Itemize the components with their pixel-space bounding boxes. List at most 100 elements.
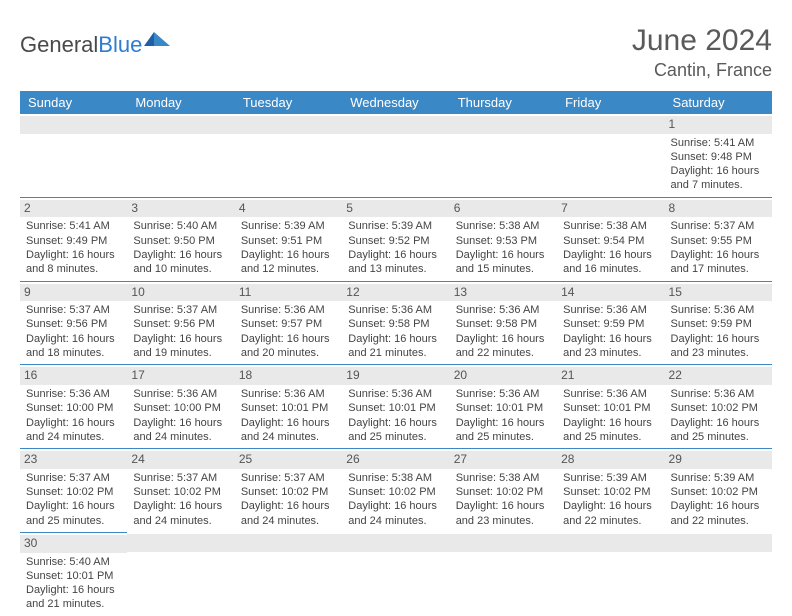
day-day2: and 25 minutes. xyxy=(563,430,658,444)
day-number xyxy=(665,534,772,552)
day-sunset: Sunset: 9:57 PM xyxy=(241,317,336,331)
day-number: 30 xyxy=(20,535,127,553)
calendar-day-cell: 13Sunrise: 5:36 AMSunset: 9:58 PMDayligh… xyxy=(450,281,557,365)
brand-word1: General xyxy=(20,32,98,57)
calendar-day-cell xyxy=(235,532,342,615)
weekday-header: Saturday xyxy=(665,91,772,114)
day-day1: Daylight: 16 hours xyxy=(348,499,443,513)
day-day1: Daylight: 16 hours xyxy=(26,583,121,597)
day-day1: Daylight: 16 hours xyxy=(671,332,766,346)
day-sunset: Sunset: 10:00 PM xyxy=(133,401,228,415)
calendar-week-row: 16Sunrise: 5:36 AMSunset: 10:00 PMDaylig… xyxy=(20,365,772,449)
day-sunset: Sunset: 9:59 PM xyxy=(563,317,658,331)
day-number: 12 xyxy=(342,284,449,302)
day-sunset: Sunset: 10:02 PM xyxy=(671,401,766,415)
day-day2: and 8 minutes. xyxy=(26,262,121,276)
day-day2: and 22 minutes. xyxy=(563,514,658,528)
day-number: 7 xyxy=(557,200,664,218)
calendar-table: SundayMondayTuesdayWednesdayThursdayFrid… xyxy=(20,91,772,616)
day-sunset: Sunset: 10:02 PM xyxy=(456,485,551,499)
day-sunrise: Sunrise: 5:36 AM xyxy=(26,387,121,401)
day-day2: and 25 minutes. xyxy=(348,430,443,444)
day-day1: Daylight: 16 hours xyxy=(456,248,551,262)
day-number: 13 xyxy=(450,284,557,302)
day-day2: and 13 minutes. xyxy=(348,262,443,276)
day-sunrise: Sunrise: 5:41 AM xyxy=(26,219,121,233)
calendar-day-cell xyxy=(127,114,234,197)
calendar-day-cell: 20Sunrise: 5:36 AMSunset: 10:01 PMDaylig… xyxy=(450,365,557,449)
day-day2: and 15 minutes. xyxy=(456,262,551,276)
weekday-header: Friday xyxy=(557,91,664,114)
day-day1: Daylight: 16 hours xyxy=(241,499,336,513)
brand-text: GeneralBlue xyxy=(20,32,142,58)
day-sunrise: Sunrise: 5:36 AM xyxy=(241,303,336,317)
weekday-header: Thursday xyxy=(450,91,557,114)
day-number xyxy=(127,116,234,134)
calendar-day-cell: 3Sunrise: 5:40 AMSunset: 9:50 PMDaylight… xyxy=(127,197,234,281)
day-sunset: Sunset: 10:02 PM xyxy=(563,485,658,499)
day-number: 22 xyxy=(665,367,772,385)
day-sunset: Sunset: 9:55 PM xyxy=(671,234,766,248)
day-number xyxy=(557,116,664,134)
day-sunset: Sunset: 9:49 PM xyxy=(26,234,121,248)
calendar-day-cell xyxy=(127,532,234,615)
day-number: 18 xyxy=(235,367,342,385)
day-sunrise: Sunrise: 5:36 AM xyxy=(671,303,766,317)
day-day1: Daylight: 16 hours xyxy=(241,248,336,262)
day-day1: Daylight: 16 hours xyxy=(26,332,121,346)
day-day1: Daylight: 16 hours xyxy=(26,499,121,513)
day-day2: and 21 minutes. xyxy=(348,346,443,360)
calendar-week-row: 2Sunrise: 5:41 AMSunset: 9:49 PMDaylight… xyxy=(20,197,772,281)
title-block: June 2024 Cantin, France xyxy=(632,24,772,81)
day-sunset: Sunset: 10:02 PM xyxy=(241,485,336,499)
day-number: 8 xyxy=(665,200,772,218)
day-day1: Daylight: 16 hours xyxy=(563,416,658,430)
calendar-body: 1Sunrise: 5:41 AMSunset: 9:48 PMDaylight… xyxy=(20,114,772,616)
day-sunset: Sunset: 9:59 PM xyxy=(671,317,766,331)
day-day2: and 12 minutes. xyxy=(241,262,336,276)
weekday-header: Tuesday xyxy=(235,91,342,114)
day-sunrise: Sunrise: 5:37 AM xyxy=(26,303,121,317)
day-sunrise: Sunrise: 5:36 AM xyxy=(563,387,658,401)
calendar-week-row: 23Sunrise: 5:37 AMSunset: 10:02 PMDaylig… xyxy=(20,449,772,533)
calendar-day-cell xyxy=(342,114,449,197)
day-sunrise: Sunrise: 5:36 AM xyxy=(671,387,766,401)
header: GeneralBlue June 2024 Cantin, France xyxy=(20,24,772,81)
day-sunrise: Sunrise: 5:36 AM xyxy=(348,387,443,401)
weekday-header: Sunday xyxy=(20,91,127,114)
day-number: 20 xyxy=(450,367,557,385)
calendar-day-cell: 6Sunrise: 5:38 AMSunset: 9:53 PMDaylight… xyxy=(450,197,557,281)
day-day2: and 24 minutes. xyxy=(26,430,121,444)
day-sunrise: Sunrise: 5:38 AM xyxy=(456,219,551,233)
day-day2: and 19 minutes. xyxy=(133,346,228,360)
day-number: 3 xyxy=(127,200,234,218)
brand-mark-icon xyxy=(144,28,172,51)
day-sunset: Sunset: 10:02 PM xyxy=(133,485,228,499)
day-sunset: Sunset: 10:02 PM xyxy=(671,485,766,499)
day-day2: and 21 minutes. xyxy=(26,597,121,611)
day-sunrise: Sunrise: 5:39 AM xyxy=(563,471,658,485)
day-day1: Daylight: 16 hours xyxy=(671,416,766,430)
day-number xyxy=(342,116,449,134)
day-number: 5 xyxy=(342,200,449,218)
day-sunrise: Sunrise: 5:40 AM xyxy=(133,219,228,233)
day-number xyxy=(20,116,127,134)
day-day1: Daylight: 16 hours xyxy=(563,332,658,346)
day-number xyxy=(235,116,342,134)
calendar-day-cell: 24Sunrise: 5:37 AMSunset: 10:02 PMDaylig… xyxy=(127,449,234,533)
day-day2: and 25 minutes. xyxy=(26,514,121,528)
day-sunrise: Sunrise: 5:37 AM xyxy=(133,471,228,485)
calendar-day-cell: 27Sunrise: 5:38 AMSunset: 10:02 PMDaylig… xyxy=(450,449,557,533)
day-number xyxy=(127,534,234,552)
day-number: 9 xyxy=(20,284,127,302)
day-sunset: Sunset: 10:02 PM xyxy=(348,485,443,499)
day-sunrise: Sunrise: 5:36 AM xyxy=(133,387,228,401)
calendar-week-row: 9Sunrise: 5:37 AMSunset: 9:56 PMDaylight… xyxy=(20,281,772,365)
day-sunrise: Sunrise: 5:41 AM xyxy=(671,136,766,150)
day-day1: Daylight: 16 hours xyxy=(133,332,228,346)
calendar-day-cell: 28Sunrise: 5:39 AMSunset: 10:02 PMDaylig… xyxy=(557,449,664,533)
title-location: Cantin, France xyxy=(632,60,772,81)
day-day2: and 24 minutes. xyxy=(133,514,228,528)
calendar-day-cell: 14Sunrise: 5:36 AMSunset: 9:59 PMDayligh… xyxy=(557,281,664,365)
day-day1: Daylight: 16 hours xyxy=(456,332,551,346)
